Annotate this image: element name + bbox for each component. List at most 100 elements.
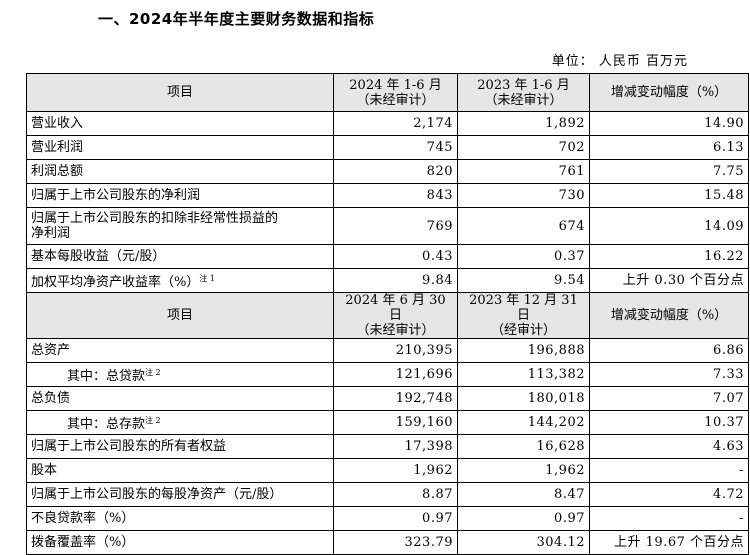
- row-value-change: -: [589, 458, 749, 483]
- row-value-prior: 1,892: [457, 111, 590, 136]
- row-label: 股本: [26, 458, 334, 483]
- table-header-row: 项目 2024 年 6 月 30 日 （未经审计） 2023 年 12 月 31…: [26, 292, 749, 339]
- table-row: 加权平均净资产收益率（%）注 1 9.84 9.54 上升 0.30 个百分点: [26, 268, 749, 293]
- row-value-prior: 0.97: [457, 506, 590, 531]
- header-date-current-line1: 2024 年 6 月 30 日: [345, 293, 446, 324]
- row-value-change: 6.86: [589, 338, 749, 363]
- row-label-text: 加权平均净资产收益率（%）: [31, 274, 200, 290]
- unit-label: 单位： 人民币 百万元: [551, 54, 688, 69]
- row-label: 拨备覆盖率（%）: [26, 530, 334, 555]
- header-date-prior: 2023 年 12 月 31 日 （经审计）: [457, 292, 590, 339]
- table-row: 基本每股收益（元/股） 0.43 0.37 16.22: [26, 244, 749, 269]
- header-item: 项目: [26, 73, 334, 112]
- row-value-current: 159,160: [333, 410, 458, 435]
- row-label: 其中：总存款注 2: [26, 410, 334, 435]
- header-period-prior-line1: 2023 年 1-6 月: [477, 77, 570, 93]
- row-value-change: 上升 19.67 个百分点: [589, 530, 749, 555]
- table-row: 不良贷款率（%） 0.97 0.97 -: [26, 506, 749, 531]
- row-label: 归属于上市公司股东的所有者权益: [26, 434, 334, 459]
- row-value-prior: 0.37: [457, 244, 590, 269]
- row-value-change: 4.63: [589, 434, 749, 459]
- financial-data-table: 项目 2024 年 1-6 月 （未经审计） 2023 年 1-6 月 （未经审…: [26, 73, 749, 555]
- header-date-current: 2024 年 6 月 30 日 （未经审计）: [333, 292, 458, 339]
- row-value-prior: 674: [457, 207, 590, 245]
- table-row: 总负债 192,748 180,018 7.07: [26, 386, 749, 411]
- row-label: 归属于上市公司股东的每股净资产（元/股）: [26, 482, 334, 507]
- footnote-marker: 注 2: [145, 415, 161, 425]
- row-value-current: 843: [333, 183, 458, 208]
- table-row: 其中：总贷款注 2 121,696 113,382 7.33: [26, 362, 749, 387]
- table-header-row: 项目 2024 年 1-6 月 （未经审计） 2023 年 1-6 月 （未经审…: [26, 73, 749, 112]
- footnote-marker: 注 1: [199, 273, 215, 283]
- row-value-change: 7.33: [589, 362, 749, 387]
- row-value-change: -: [589, 506, 749, 531]
- row-value-change: 7.07: [589, 386, 749, 411]
- row-value-current: 192,748: [333, 386, 458, 411]
- row-value-change: 14.09: [589, 207, 749, 245]
- header-change: 增减变动幅度（%）: [589, 73, 749, 112]
- row-value-prior: 304.12: [457, 530, 590, 555]
- footnote-marker: 注 2: [145, 367, 161, 377]
- table-row: 总资产 210,395 196,888 6.86: [26, 338, 749, 363]
- header-period-current-line1: 2024 年 1-6 月: [349, 77, 442, 93]
- row-label-text: 其中：总存款: [67, 416, 146, 432]
- row-value-current: 769: [333, 207, 458, 245]
- row-value-prior: 196,888: [457, 338, 590, 363]
- row-value-prior: 180,018: [457, 386, 590, 411]
- row-label: 基本每股收益（元/股）: [26, 244, 334, 269]
- table-row: 归属于上市公司股东的每股净资产（元/股） 8.87 8.47 4.72: [26, 482, 749, 507]
- row-label: 不良贷款率（%）: [26, 506, 334, 531]
- table-row: 归属于上市公司股东的扣除非经常性损益的 净利润 769 674 14.09: [26, 207, 749, 245]
- header-date-prior-line1: 2023 年 12 月 31 日: [469, 293, 578, 324]
- header-period-current-line2: （未经审计）: [356, 92, 435, 108]
- header-period-current: 2024 年 1-6 月 （未经审计）: [333, 73, 458, 112]
- row-value-change: 7.75: [589, 159, 749, 184]
- row-label: 利润总额: [26, 159, 334, 184]
- table-row: 归属于上市公司股东的所有者权益 17,398 16,628 4.63: [26, 434, 749, 459]
- row-value-change: 4.72: [589, 482, 749, 507]
- section-title: 一、2024年半年度主要财务数据和指标: [98, 10, 375, 28]
- row-value-prior: 16,628: [457, 434, 590, 459]
- row-value-current: 121,696: [333, 362, 458, 387]
- row-value-current: 820: [333, 159, 458, 184]
- table-row: 其中：总存款注 2 159,160 144,202 10.37: [26, 410, 749, 435]
- row-value-prior: 1,962: [457, 458, 590, 483]
- table-row: 营业利润 745 702 6.13: [26, 135, 749, 160]
- row-value-change: 上升 0.30 个百分点: [589, 268, 749, 293]
- row-value-current: 210,395: [333, 338, 458, 363]
- table-row: 利润总额 820 761 7.75: [26, 159, 749, 184]
- row-value-current: 745: [333, 135, 458, 160]
- header-period-prior-line2: （未经审计）: [484, 92, 563, 108]
- row-value-current: 0.97: [333, 506, 458, 531]
- row-label: 总负债: [26, 386, 334, 411]
- row-label: 营业利润: [26, 135, 334, 160]
- row-value-change: 14.90: [589, 111, 749, 136]
- row-value-current: 2,174: [333, 111, 458, 136]
- row-value-prior: 144,202: [457, 410, 590, 435]
- row-label-line2: 净利润: [31, 226, 71, 241]
- row-label: 归属于上市公司股东的扣除非经常性损益的 净利润: [26, 207, 334, 245]
- table-row: 股本 1,962 1,962 -: [26, 458, 749, 483]
- header-period-prior: 2023 年 1-6 月 （未经审计）: [457, 73, 590, 112]
- row-value-current: 17,398: [333, 434, 458, 459]
- row-value-change: 10.37: [589, 410, 749, 435]
- row-value-current: 0.43: [333, 244, 458, 269]
- header-change: 增减变动幅度（%）: [589, 292, 749, 339]
- row-label: 总资产: [26, 338, 334, 363]
- row-value-prior: 9.54: [457, 268, 590, 293]
- row-value-current: 8.87: [333, 482, 458, 507]
- row-value-current: 323.79: [333, 530, 458, 555]
- row-label-text: 其中：总贷款: [67, 368, 146, 384]
- row-label: 其中：总贷款注 2: [26, 362, 334, 387]
- row-value-prior: 730: [457, 183, 590, 208]
- row-value-change: 16.22: [589, 244, 749, 269]
- header-item: 项目: [26, 292, 334, 339]
- table-row: 归属于上市公司股东的净利润 843 730 15.48: [26, 183, 749, 208]
- row-value-current: 9.84: [333, 268, 458, 293]
- row-value-change: 15.48: [589, 183, 749, 208]
- row-label: 归属于上市公司股东的净利润: [26, 183, 334, 208]
- row-value-prior: 702: [457, 135, 590, 160]
- row-value-prior: 113,382: [457, 362, 590, 387]
- row-value-prior: 8.47: [457, 482, 590, 507]
- row-value-prior: 761: [457, 159, 590, 184]
